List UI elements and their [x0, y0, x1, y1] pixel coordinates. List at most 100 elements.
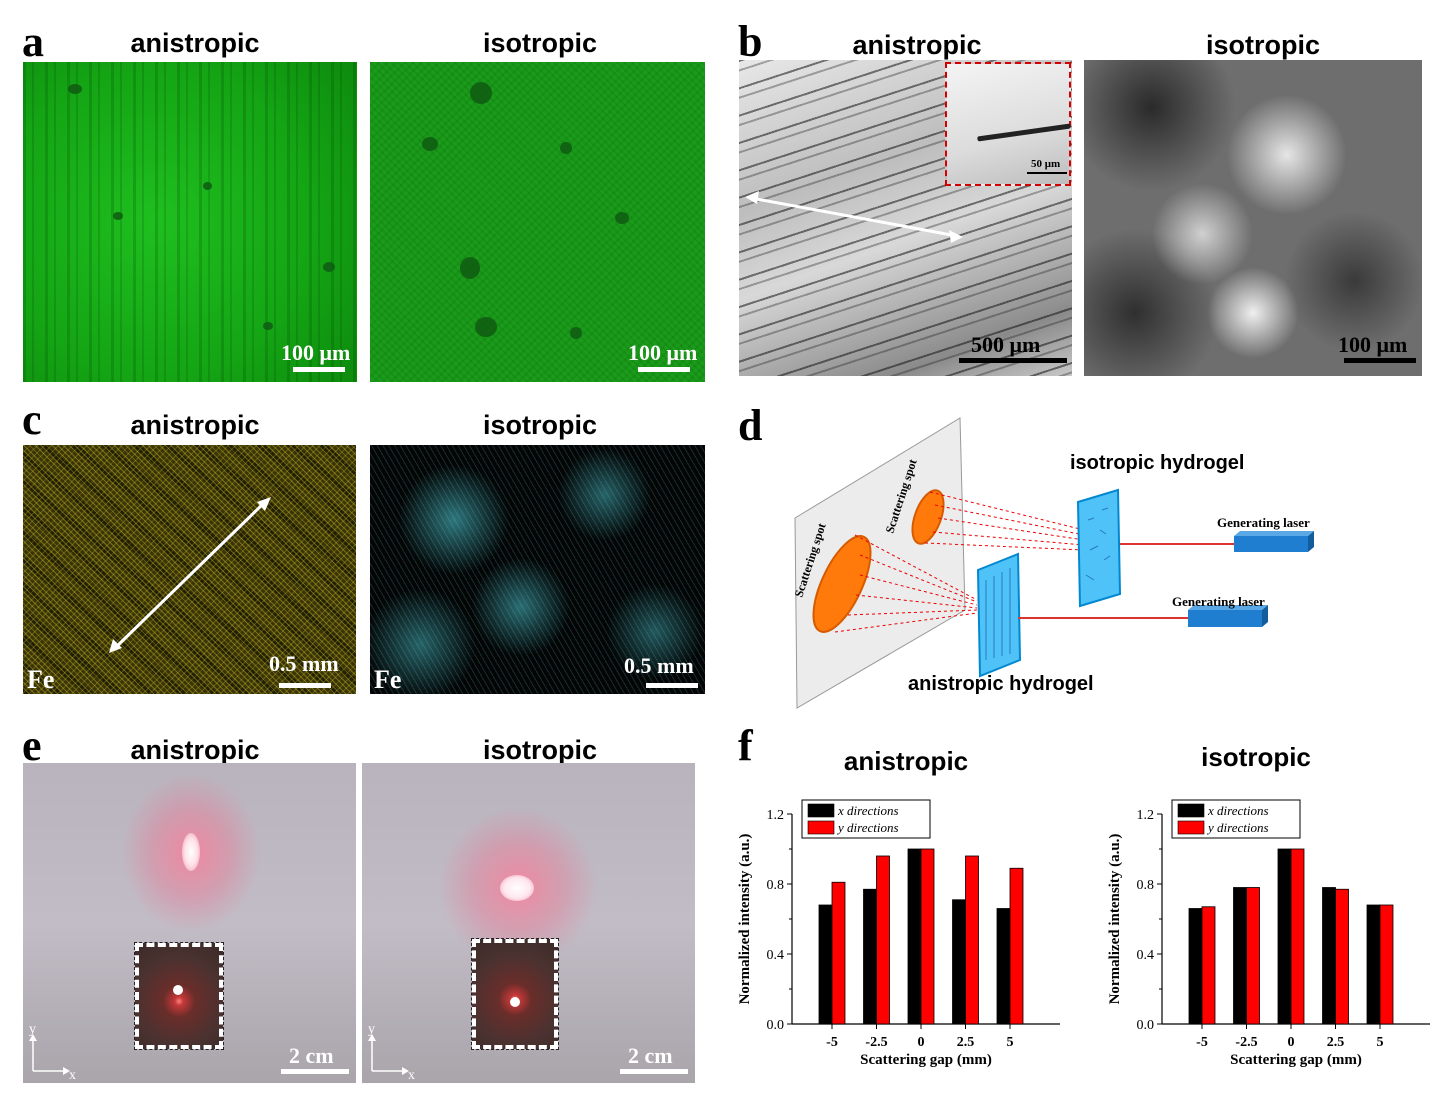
panel-c-right-title: isotropic [482, 410, 598, 440]
bar-y-direction [831, 881, 846, 1025]
panel-a-right-title: isotropic [482, 28, 598, 58]
x-tick-label: 0 [918, 1035, 925, 1050]
scale-bar [1344, 358, 1416, 363]
scale-label: 100 μm [628, 340, 698, 365]
legend-label: x directions [837, 803, 899, 818]
x-tick-label: -2.5 [865, 1035, 887, 1050]
x-tick-label: -5 [1196, 1035, 1208, 1050]
laser-spot [182, 833, 200, 871]
bar-y-direction [920, 848, 935, 1025]
x-tick-label: -2.5 [1235, 1035, 1257, 1050]
bar-chart-anisotropic: 0.0 0.4 0.8 1.2 -5 -2.5 0 2.5 5 Scattering gap (m… [737, 799, 1060, 1068]
anisotropic-scattered-rays [834, 534, 978, 633]
scale-label: 500 μm [971, 332, 1041, 357]
bar-y-direction [876, 855, 890, 1025]
legend: x directions y directions [801, 799, 931, 839]
y-axis-label: Normalized intensity (a.u.) [737, 834, 753, 1005]
bar-x-direction [1233, 887, 1247, 1025]
laser-top [1234, 531, 1314, 552]
scale-bar [638, 367, 690, 372]
anisotropic-fe-map: Fe 0.5 mm [23, 445, 356, 694]
y-tick-label: 0.8 [767, 878, 785, 893]
x-tick-label: 5 [1007, 1035, 1014, 1050]
inset-scale-bar [1027, 172, 1067, 174]
isotropic-hydrogel [1076, 488, 1122, 608]
anisotropic-scattering-spot [812, 535, 872, 633]
alignment-arrow [745, 191, 963, 243]
bar-y-direction [1246, 887, 1260, 1025]
laser-label-bottom: Generating laser [1172, 594, 1265, 609]
panel-e-left-title: anistropic [130, 735, 260, 765]
isotropic-laser-photo: 2 cm y x [362, 763, 695, 1083]
bar-y-direction [1335, 888, 1349, 1025]
svg-text:y: y [368, 1022, 375, 1037]
legend-swatch [1177, 803, 1205, 818]
bar-x-direction [996, 908, 1011, 1025]
scale-bar [620, 1069, 688, 1074]
svg-text:y: y [29, 1022, 36, 1037]
y-tick-label: 1.2 [767, 808, 785, 823]
bar-x-direction [1277, 848, 1292, 1025]
bar-x-direction [907, 848, 922, 1025]
bar-y-direction [1379, 904, 1394, 1025]
chart-title-isotropic: isotropic [1201, 742, 1311, 772]
hydrogel-inset-photo [472, 939, 558, 1049]
xy-axis-indicator: y x [29, 1022, 76, 1081]
isotropic-scattered-rays [924, 491, 1085, 551]
x-tick-label: 2.5 [1327, 1035, 1345, 1050]
y-tick-label: 0.0 [767, 1018, 785, 1033]
scale-bar [293, 367, 345, 372]
bar-y-direction [965, 855, 979, 1025]
svg-text:x: x [408, 1068, 415, 1081]
element-label: Fe [27, 665, 55, 694]
x-tick-label: -5 [826, 1035, 838, 1050]
y-axis-label: Normalized intensity (a.u.) [1107, 834, 1123, 1005]
svg-text:x: x [69, 1068, 76, 1081]
panel-e-right-title: isotropic [482, 735, 598, 765]
inset-frame [471, 938, 559, 1050]
panel-b-right-title: isotropic [1205, 30, 1321, 60]
bar-x-direction [1366, 904, 1381, 1025]
bar-x-direction [818, 904, 833, 1025]
xy-axis-indicator: y x [368, 1022, 415, 1081]
y-tick-label: 0.4 [1137, 948, 1155, 963]
y-tick-label: 0.4 [767, 948, 785, 963]
hydrogel-inset-photo [135, 943, 223, 1049]
bar-x-direction [1322, 887, 1336, 1025]
x-axis-label: Scattering gap (mm) [860, 1052, 992, 1068]
legend-label: y directions [836, 820, 899, 835]
laser-label-top: Generating laser [1217, 515, 1310, 530]
element-label: Fe [374, 665, 402, 694]
isotropic-optical-image: 100 μm [1084, 60, 1422, 376]
inset-frame [134, 942, 224, 1050]
anisotropic-optical-image: 50 μm 500 μm [739, 60, 1072, 376]
scale-bar [646, 683, 698, 688]
legend-swatch [1177, 820, 1205, 835]
anisotropic-hydrogel [976, 552, 1022, 678]
anisotropic-fluorescence-image: 100 μm [23, 62, 357, 382]
alignment-arrow [109, 497, 271, 653]
y-tick-label: 1.2 [1137, 808, 1155, 823]
anisotropic-hydrogel-label: anistropic hydrogel [908, 673, 1094, 695]
laser-bottom [1188, 605, 1268, 627]
y-tick-label: 0.0 [1137, 1018, 1155, 1033]
legend-label: y directions [1206, 820, 1269, 835]
scale-label: 100 μm [281, 340, 351, 365]
legend-swatch [807, 820, 835, 835]
scale-bar [281, 1069, 349, 1074]
panel-b-left-title: anistropic [852, 30, 982, 60]
magnified-inset: 50 μm [945, 62, 1071, 186]
x-tick-label: 0 [1288, 1035, 1295, 1050]
screen-plane [794, 417, 966, 709]
chart-title-anisotropic: anistropic [843, 746, 969, 776]
scale-label: 0.5 mm [269, 651, 339, 676]
laser-spot [500, 875, 534, 901]
isotropic-hydrogel-label: isotropic hydrogel [1070, 452, 1244, 474]
panel-d-letter: d [738, 401, 763, 450]
isotropic-fe-map: Fe 0.5 mm [370, 445, 705, 694]
scattering-schematic: Scattering spot Scattering spot Generati… [792, 417, 1314, 709]
scale-bar [279, 683, 331, 688]
bar-y-direction [1009, 867, 1024, 1025]
scale-label: 2 cm [628, 1043, 673, 1068]
legend-label: x directions [1207, 803, 1269, 818]
